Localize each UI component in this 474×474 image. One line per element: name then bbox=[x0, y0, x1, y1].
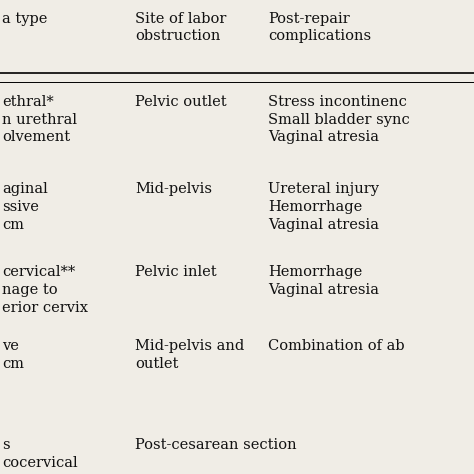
Text: Pelvic outlet: Pelvic outlet bbox=[135, 95, 227, 109]
Text: Site of labor
obstruction: Site of labor obstruction bbox=[135, 12, 227, 43]
Text: Pelvic inlet: Pelvic inlet bbox=[135, 265, 217, 280]
Text: Post-repair
complications: Post-repair complications bbox=[268, 12, 371, 43]
Text: aginal
ssive
cm: aginal ssive cm bbox=[2, 182, 48, 232]
Text: Mid-pelvis and
outlet: Mid-pelvis and outlet bbox=[135, 339, 244, 371]
Text: ethral*
n urethral
olvement: ethral* n urethral olvement bbox=[2, 95, 77, 145]
Text: s
cocervical
icouterine
terovaginal
nbined vesicovaginal and rectovaginal: s cocervical icouterine terovaginal nbin… bbox=[2, 438, 288, 474]
Text: Post-cesarean section: Post-cesarean section bbox=[135, 438, 297, 453]
Text: Mid-pelvis: Mid-pelvis bbox=[135, 182, 212, 197]
Text: Combination of ab: Combination of ab bbox=[268, 339, 404, 353]
Text: Stress incontinenc
Small bladder sync
Vaginal atresia: Stress incontinenc Small bladder sync Va… bbox=[268, 95, 410, 145]
Text: a type: a type bbox=[2, 12, 48, 26]
Text: Ureteral injury
Hemorrhage
Vaginal atresia: Ureteral injury Hemorrhage Vaginal atres… bbox=[268, 182, 379, 232]
Text: cervical**
nage to
erior cervix: cervical** nage to erior cervix bbox=[2, 265, 88, 315]
Text: Hemorrhage
Vaginal atresia: Hemorrhage Vaginal atresia bbox=[268, 265, 379, 297]
Text: ve
cm: ve cm bbox=[2, 339, 24, 371]
